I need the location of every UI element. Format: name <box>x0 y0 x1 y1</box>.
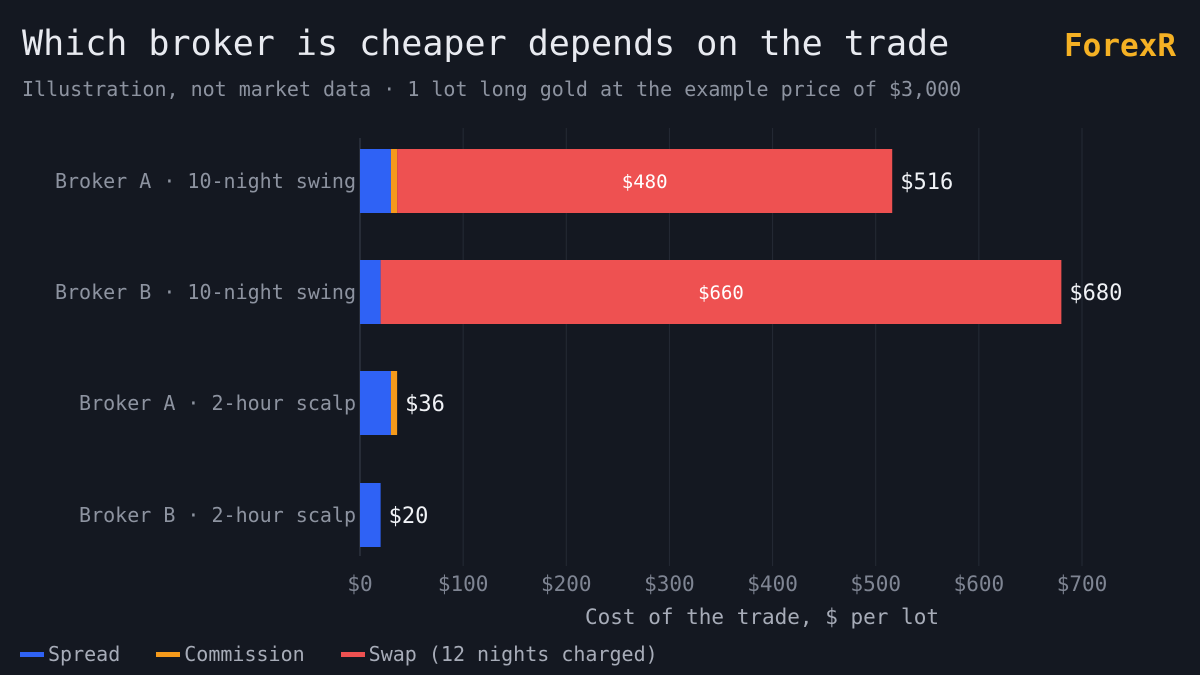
legend-item-swap: Swap (12 nights charged) <box>340 642 658 666</box>
bar-segment-spread <box>360 483 381 547</box>
x-tick-label: $300 <box>644 572 695 596</box>
segment-label: $660 <box>698 282 744 304</box>
segment-label: $480 <box>622 171 668 193</box>
x-tick-label: $500 <box>850 572 901 596</box>
legend-swatch-spread <box>20 651 44 657</box>
legend-label-swap: Swap (12 nights charged) <box>368 642 658 666</box>
total-label: $20 <box>389 504 429 529</box>
total-label: $36 <box>405 392 445 417</box>
chart-subtitle: Illustration, not market data · 1 lot lo… <box>22 77 962 101</box>
bar-segment-swap <box>380 260 1062 324</box>
legend: Spread Commission Swap (12 nights charge… <box>20 642 694 666</box>
legend-item-commission: Commission <box>156 642 305 666</box>
chart-title: Which broker is cheaper depends on the t… <box>22 24 950 64</box>
x-tick-label: $0 <box>347 572 372 596</box>
category-label: Broker B · 10-night swing <box>55 280 356 304</box>
bar-segment-spread <box>360 371 391 435</box>
bar-segment-spread <box>360 149 391 213</box>
total-label: $516 <box>900 170 953 195</box>
x-tick-label: $600 <box>954 572 1005 596</box>
total-label: $680 <box>1069 281 1122 306</box>
labels: $0 $100 $200 $300 $400 $500 $600 $700 Broker A ·… <box>55 169 1122 596</box>
x-axis-label: Cost of the trade, $ per lot <box>585 605 939 629</box>
category-label: Broker B · 2-hour scalp <box>79 503 356 527</box>
x-tick-label: $200 <box>541 572 592 596</box>
bar-segment-commission <box>390 371 398 435</box>
bar-segment-commission <box>390 149 398 213</box>
category-label: Broker A · 10-night swing <box>55 169 356 193</box>
x-tick-label: $700 <box>1057 572 1108 596</box>
x-tick-label: $400 <box>747 572 798 596</box>
bars <box>360 149 1062 547</box>
legend-swatch-swap <box>340 651 365 657</box>
legend-item-spread: Spread <box>20 642 120 666</box>
legend-label-commission: Commission <box>184 642 305 666</box>
x-tick-label: $100 <box>438 572 489 596</box>
brand-logo: ForexR <box>1064 28 1176 64</box>
bar-segment-spread <box>360 260 381 324</box>
legend-swatch-commission <box>156 651 181 657</box>
bar-segment-swap <box>397 149 893 213</box>
legend-label-spread: Spread <box>48 642 121 666</box>
category-label: Broker A · 2-hour scalp <box>79 391 356 415</box>
